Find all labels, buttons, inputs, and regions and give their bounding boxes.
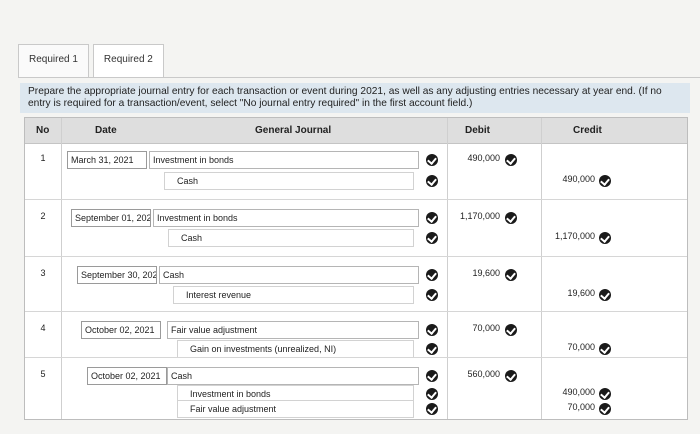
check-icon [599,343,611,355]
credit-amount[interactable]: 490,000 [562,387,595,397]
journal-row: Interest revenue 19,600 [25,285,687,305]
account-select[interactable]: Cash [168,229,414,247]
debit-amount[interactable]: 560,000 [467,369,500,379]
col-divider [61,118,62,419]
check-icon [426,212,438,224]
entry-number: 4 [40,323,46,333]
account-select[interactable]: Cash [164,172,414,190]
account-select[interactable]: Investment in bonds [153,209,419,227]
header-date: Date [95,125,117,136]
credit-amount[interactable]: 1,170,000 [554,231,595,241]
header-debit: Debit [465,125,490,136]
journal-table: No Date General Journal Debit Credit 1 Ma… [24,117,688,420]
header-no: No [36,125,50,136]
entry-number: 5 [40,369,46,379]
check-icon [599,289,611,301]
credit-amount[interactable]: 490,000 [562,174,595,184]
account-select[interactable]: Cash [159,266,419,284]
check-icon [505,269,517,281]
col-divider [541,118,542,419]
entry-number: 1 [40,153,46,163]
debit-amount[interactable]: 19,600 [472,268,500,278]
account-select[interactable]: Fair value adjustment [167,321,419,339]
journal-row: Cash 1,170,000 [25,228,687,248]
journal-row: Fair value adjustment 70,000 [25,399,687,419]
journal-row: 5 October 02, 2021 Cash 560,000 [25,357,687,385]
date-select[interactable]: October 02, 2021 [87,367,167,385]
journal-row: 3 September 30, 2021 Cash 19,600 [25,256,687,284]
account-select[interactable]: Investment in bonds [149,151,419,169]
check-icon [426,154,438,166]
header-general-journal: General Journal [255,125,332,136]
header-credit: Credit [573,125,602,136]
check-icon [426,324,438,336]
entry-number: 2 [40,211,46,221]
check-icon [505,212,517,224]
account-select[interactable]: Interest revenue [173,286,414,304]
journal-row: 4 October 02, 2021 Fair value adjustment 70… [25,311,687,339]
journal-row: 2 September 01, 2021 Investment in bonds 1,… [25,199,687,227]
date-select[interactable]: October 02, 2021 [81,321,161,339]
date-select[interactable]: September 30, 2021 [77,266,157,284]
check-icon [505,324,517,336]
journal-row: Gain on investments (unrealized, NI) 70,0… [25,339,687,359]
check-icon [599,232,611,244]
tab-required-1[interactable]: Required 1 [18,44,89,78]
entry-number: 3 [40,268,46,278]
debit-amount[interactable]: 490,000 [467,153,500,163]
check-icon [426,175,438,187]
check-icon [426,269,438,281]
account-select[interactable]: Gain on investments (unrealized, NI) [177,340,414,358]
account-select[interactable]: Cash [167,367,419,385]
table-header: No Date General Journal Debit Credit [25,118,687,144]
check-icon [426,403,438,415]
check-icon [599,388,611,400]
tab-divider [18,77,700,78]
account-select[interactable]: Fair value adjustment [177,400,414,418]
debit-amount[interactable]: 70,000 [472,323,500,333]
check-icon [426,289,438,301]
date-select[interactable]: March 31, 2021 [67,151,147,169]
credit-amount[interactable]: 70,000 [567,402,595,412]
check-icon [505,154,517,166]
credit-amount[interactable]: 19,600 [567,288,595,298]
check-icon [426,232,438,244]
check-icon [426,343,438,355]
debit-amount[interactable]: 1,170,000 [459,211,500,221]
check-icon [426,370,438,382]
credit-amount[interactable]: 70,000 [567,342,595,352]
instructions: Prepare the appropriate journal entry fo… [20,83,690,113]
check-icon [505,370,517,382]
journal-row: 1 March 31, 2021 Investment in bonds 490,00… [25,150,687,170]
journal-row: Cash 490,000 [25,171,687,191]
check-icon [426,388,438,400]
check-icon [599,403,611,415]
check-icon [599,175,611,187]
date-select[interactable]: September 01, 2021 [71,209,151,227]
col-divider [447,118,448,419]
tab-bar: Required 1 Required 2 [18,44,164,78]
tab-required-2[interactable]: Required 2 [92,44,164,78]
